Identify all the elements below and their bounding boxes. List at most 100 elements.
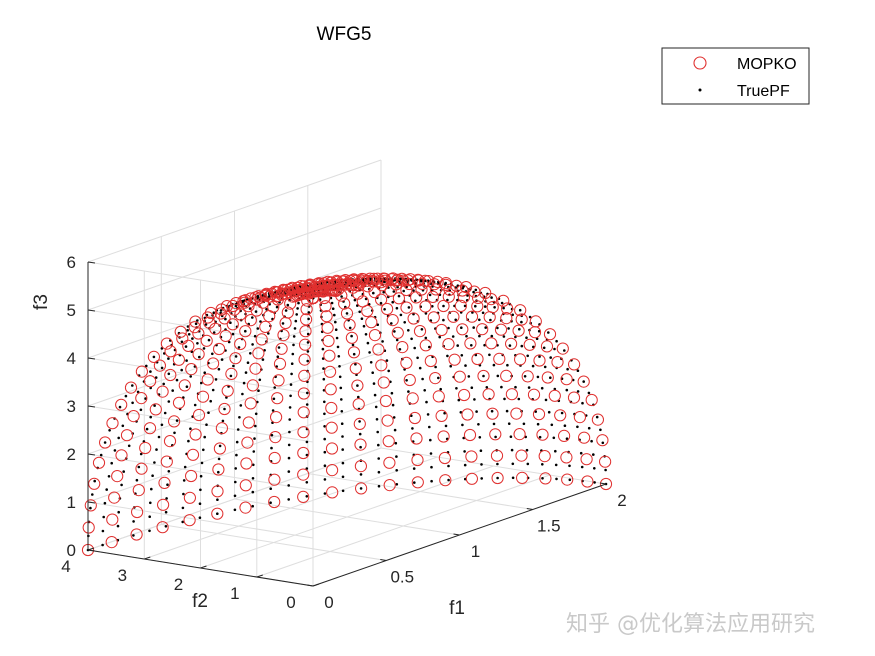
mopko-point [443, 283, 456, 296]
truepf-point [393, 428, 397, 432]
mopko-point [326, 486, 339, 499]
truepf-point [99, 453, 103, 457]
mopko-point [297, 490, 310, 503]
truepf-point [199, 488, 202, 492]
mopko-point [456, 284, 469, 297]
mopko-point [390, 274, 403, 287]
mopko-point [242, 300, 255, 313]
mopko-point [88, 477, 101, 490]
mopko-point [411, 476, 424, 489]
truepf-point [377, 443, 380, 447]
truepf-point [364, 297, 368, 301]
truepf-point [270, 446, 273, 450]
truepf-point [136, 390, 140, 394]
truepf-point [601, 441, 605, 445]
z-tick [87, 501, 96, 504]
mopko-point [431, 275, 444, 288]
truepf-point [276, 355, 280, 359]
mopko-point [250, 304, 263, 317]
mopko-point [318, 291, 331, 305]
mopko-point [540, 340, 554, 353]
mopko-point [299, 338, 312, 351]
truepf-point [369, 361, 373, 364]
truepf-point [377, 470, 381, 474]
truepf-point [287, 470, 291, 473]
mopko-point [529, 315, 542, 328]
truepf-point [341, 435, 344, 438]
truepf-point [153, 404, 156, 407]
truepf-point [464, 364, 467, 367]
mopko-point [599, 477, 613, 491]
grid-line [234, 498, 460, 536]
truepf-point [484, 326, 488, 329]
mopko-point [419, 300, 432, 313]
truepf-point [540, 386, 544, 390]
truepf-point [462, 436, 466, 440]
truepf-point [305, 467, 309, 470]
mopko-point [482, 388, 495, 401]
y-tick [200, 565, 207, 569]
x-tick [380, 559, 387, 561]
truepf-point [103, 441, 107, 444]
mopko-point [432, 390, 445, 403]
mopko-point [493, 352, 506, 365]
truepf-point [253, 334, 257, 338]
truepf-point [552, 436, 556, 440]
truepf-point [553, 347, 556, 351]
mopko-point [284, 297, 297, 310]
grid-line [161, 524, 387, 561]
truepf-point [234, 480, 237, 484]
truepf-point [428, 293, 432, 297]
truepf-point [233, 494, 237, 498]
truepf-point [492, 363, 496, 367]
truepf-point [120, 483, 123, 487]
truepf-point [526, 462, 530, 466]
truepf-point [511, 462, 515, 466]
truepf-point [251, 343, 254, 346]
mopko-point [521, 370, 534, 383]
truepf-point [439, 387, 443, 391]
truepf-point [438, 335, 442, 339]
mopko-point [211, 485, 224, 498]
mopko-point [335, 289, 348, 302]
truepf-point [340, 295, 343, 298]
truepf-point [164, 525, 168, 528]
z-tick [87, 549, 96, 552]
mopko-point [215, 303, 228, 316]
mopko-point [120, 429, 134, 442]
truepf-point [593, 467, 596, 470]
mopko-point [419, 339, 432, 352]
mopko-point [513, 428, 526, 441]
truepf-point [101, 543, 104, 547]
truepf-point [209, 399, 212, 403]
truepf-point [528, 315, 532, 319]
truepf-point [459, 411, 463, 414]
truepf-point [428, 425, 431, 429]
truepf-point [395, 306, 399, 310]
truepf-point [478, 318, 481, 322]
mopko-point [381, 414, 394, 427]
mopko-point [456, 323, 469, 336]
truepf-point [411, 427, 414, 430]
truepf-point [292, 343, 295, 347]
mopko-point [192, 327, 205, 340]
truepf-point [196, 342, 199, 345]
mopko-point [505, 388, 518, 401]
truepf-point [323, 492, 327, 495]
truepf-point [211, 388, 215, 392]
truepf-point [479, 449, 483, 453]
mopko-point [135, 462, 148, 475]
truepf-point [444, 424, 448, 428]
truepf-point [595, 415, 599, 419]
mopko-point [299, 325, 312, 338]
truepf-point [414, 299, 417, 303]
mopko-point [578, 431, 591, 444]
truepf-point [392, 416, 396, 419]
truepf-point [132, 534, 135, 537]
mopko-point [319, 300, 332, 313]
mopko-point [323, 349, 336, 362]
mopko-point [321, 321, 334, 334]
truepf-point [259, 320, 262, 323]
truepf-point [510, 448, 514, 452]
